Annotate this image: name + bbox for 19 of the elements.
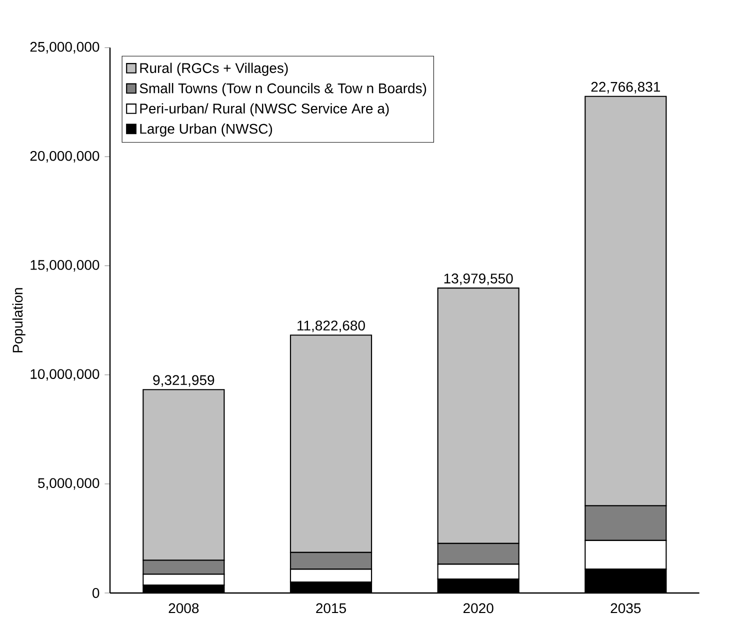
x-tick-label: 2035 — [610, 603, 641, 614]
x-tick-label: 2008 — [168, 603, 199, 614]
x-tick-label: 2020 — [463, 603, 494, 614]
total-label: 13,979,550 — [444, 274, 513, 286]
y-tick-label: 20,000,000 — [30, 150, 100, 163]
total-label: 9,321,959 — [153, 375, 214, 387]
y-tick-label: 15,000,000 — [30, 260, 100, 272]
legend-label: Rural (RGCs + Villages) — [140, 62, 288, 76]
legend-label: Small Towns (Tow n Councils & Tow n Boards) — [140, 83, 426, 96]
total-label: 22,766,831 — [591, 82, 660, 94]
x-tick-label: 2015 — [316, 603, 346, 614]
y-tick-label: 10,000,000 — [30, 369, 100, 381]
legend-label: Peri-urban/ Rural (NWSC Service Are a) — [140, 103, 389, 116]
y-tick-label: 25,000,000 — [30, 42, 100, 54]
y-axis-title: Population — [12, 288, 26, 352]
legend-label: Large Urban (NWSC) — [140, 124, 272, 137]
y-tick-label: 5,000,000 — [38, 478, 100, 490]
y-tick-label: 0 — [92, 588, 100, 598]
total-label: 11,822,680 — [298, 320, 365, 332]
